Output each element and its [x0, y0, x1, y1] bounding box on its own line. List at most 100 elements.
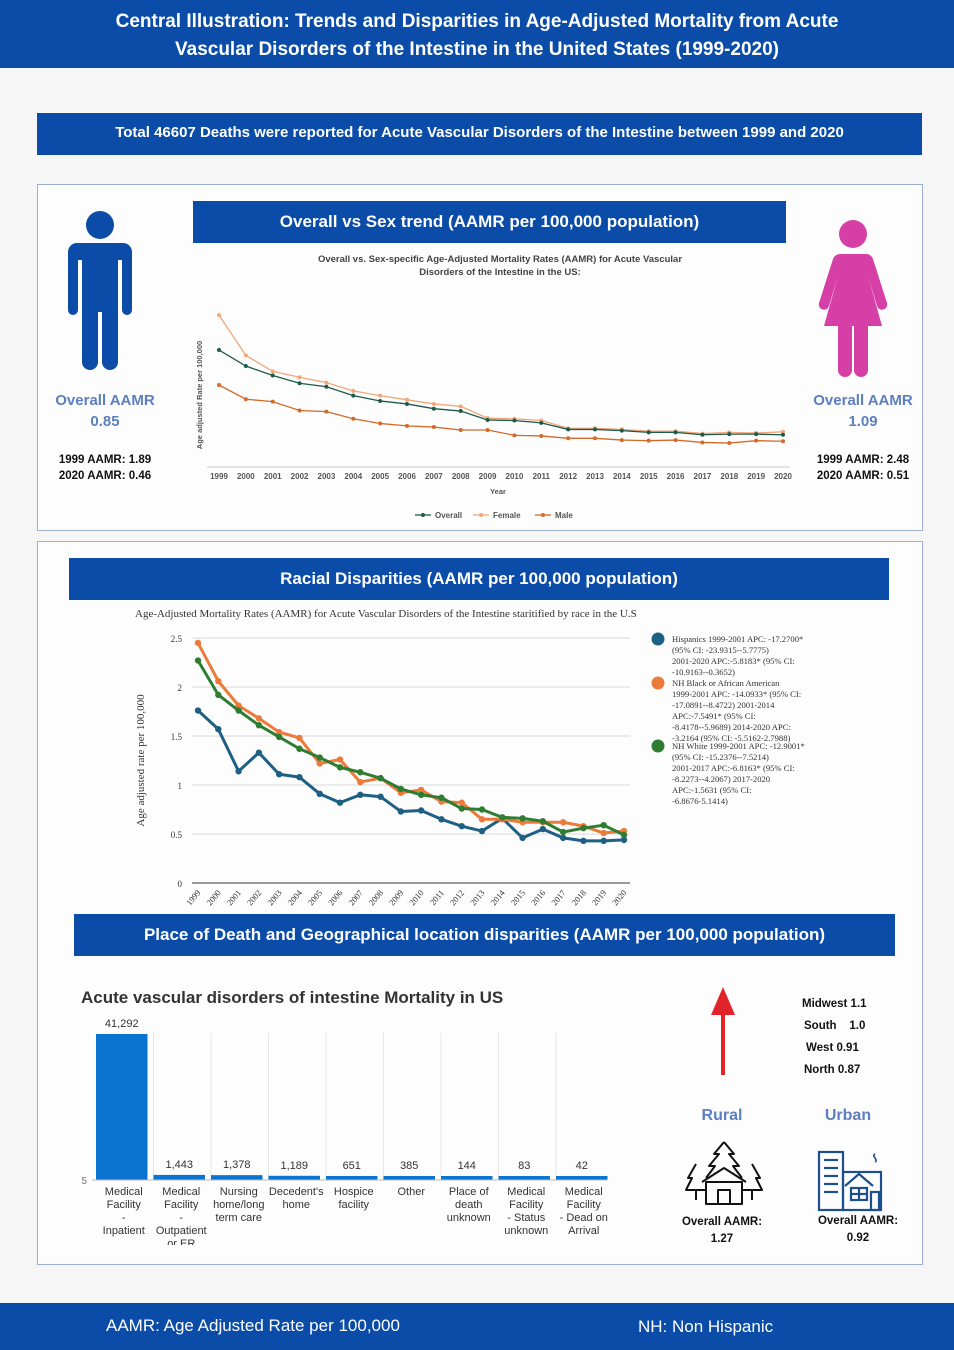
overall-aamr-left-value: 0.85 [90, 413, 120, 430]
x-tick-label: 2013 [586, 472, 604, 481]
data-point-overall [754, 432, 759, 437]
category-label-line: Facility [567, 1199, 602, 1211]
data-point-overall [673, 430, 678, 435]
x-tick-label: 2004 [344, 472, 362, 481]
data-point-overall [378, 398, 383, 403]
data-point-race-1 [357, 778, 364, 786]
data-point-race-0 [275, 771, 283, 778]
bar-value-label: 1,189 [280, 1160, 308, 1172]
category-label-line: unknown [504, 1225, 548, 1237]
data-point-race-0 [235, 768, 242, 775]
x-tick-label: 1999 [210, 472, 228, 481]
y-tick-label: 0.5 [171, 830, 183, 840]
data-point-race-1 [194, 639, 202, 647]
data-point-race-2 [357, 769, 364, 776]
data-point-race-0 [417, 807, 425, 814]
data-point-race-0 [336, 799, 344, 806]
x-tick-label: 2004 [285, 887, 304, 907]
data-point-male [485, 428, 490, 433]
male-icon-body [68, 243, 132, 370]
data-point-race-1 [417, 786, 425, 794]
data-point-race-0 [600, 837, 607, 845]
y-tick-label: 1.5 [171, 732, 183, 742]
category-label-line: Other [397, 1186, 425, 1198]
urban-buildings-icon [817, 1150, 883, 1212]
legend-text-line: -3.2164 (95% CI: -5.5162-2.7988) [672, 733, 791, 743]
legend-swatch-dot [421, 513, 425, 517]
data-point-male [646, 438, 651, 443]
category-label-line: Outpatient [156, 1225, 207, 1237]
y-tick-label: 2 [178, 683, 183, 693]
legend-text-line: 1999-2001 APC: -14.0933* (95% CI: [672, 689, 801, 699]
x-tick-label: 2007 [346, 888, 365, 907]
legend-text-line: Hispanics 1999-2001 APC: -17.2700* [672, 634, 803, 644]
data-point-male [673, 438, 678, 443]
data-point-overall [431, 406, 436, 411]
data-point-female [297, 375, 302, 380]
x-tick-label: 2005 [306, 888, 325, 907]
bar [441, 1176, 493, 1180]
place-geo-banner: Place of Death and Geographical location… [74, 914, 895, 956]
data-point-male [539, 433, 544, 438]
bar [211, 1175, 263, 1180]
category-label-line: term care [216, 1212, 262, 1224]
data-point-race-0 [377, 793, 384, 800]
category-label-line: - [122, 1212, 126, 1224]
category-label-line: - Dead on [560, 1212, 608, 1224]
data-point-race-0 [438, 816, 445, 823]
x-tick-label: 2003 [318, 472, 336, 481]
data-point-race-2 [275, 733, 283, 741]
female-1999-aamr: 1999 AAMR: 2.48 [816, 454, 910, 466]
disparities-panel [37, 541, 923, 1265]
x-tick-label: 2016 [667, 472, 685, 481]
series-line-race-0 [196, 709, 625, 843]
male-2020-aamr: 2020 AAMR: 0.46 [58, 470, 152, 482]
x-tick-label: 2010 [506, 472, 524, 481]
male-icon-head [86, 211, 114, 239]
bar-value-label: 83 [518, 1160, 530, 1172]
x-tick-label: 2007 [425, 472, 443, 481]
x-tick-label: 2012 [448, 888, 467, 907]
rural-house-trees-icon [685, 1141, 763, 1205]
x-tick-label: 2015 [640, 472, 658, 481]
chart-title: Age-Adjusted Mortality Rates (AAMR) for … [135, 608, 637, 620]
page-footer: AAMR: Age Adjusted Rate per 100,000 NH: … [0, 1303, 954, 1350]
female-icon-head [839, 220, 867, 248]
legend-swatch-dot [479, 513, 483, 517]
data-point-female [270, 369, 275, 374]
data-point-male [781, 439, 785, 444]
data-point-race-0 [255, 749, 263, 756]
category-label-line: facility [338, 1199, 369, 1211]
y-axis-label: Age adjusted rate per 100,000 [135, 694, 147, 827]
data-point-race-2 [255, 722, 263, 729]
series-line-male [218, 384, 784, 444]
data-point-race-0 [397, 808, 405, 815]
data-point-race-0 [316, 790, 323, 798]
data-point-female [458, 404, 463, 409]
data-point-race-2 [235, 707, 242, 714]
racial-disparities-banner: Racial Disparities (AAMR per 100,000 pop… [69, 558, 889, 600]
category-label-line: Medical [565, 1186, 603, 1198]
data-point-female [431, 401, 436, 406]
data-point-race-2 [478, 806, 486, 813]
category-label-line: home/long [213, 1199, 264, 1211]
data-point-overall [781, 432, 785, 437]
legend-marker [651, 739, 665, 753]
data-point-male [324, 409, 329, 414]
urban-aamr-label: Overall AAMR: [817, 1215, 899, 1227]
data-point-race-1 [235, 702, 242, 709]
data-point-overall [243, 364, 248, 369]
rural-label: Rural [701, 1107, 743, 1124]
rural-aamr-value: 1.27 [710, 1233, 734, 1245]
bar [96, 1034, 148, 1180]
data-point-overall [458, 409, 463, 414]
data-point-race-0 [519, 834, 526, 842]
data-point-race-2 [499, 814, 506, 821]
data-point-race-2 [336, 764, 344, 771]
x-tick-label: 2019 [747, 472, 765, 481]
data-point-overall [485, 417, 490, 422]
category-label-line: Arrival [568, 1225, 599, 1237]
data-point-overall [297, 381, 302, 386]
rural-aamr-label: Overall AAMR: [681, 1216, 763, 1228]
urban-aamr-value: 0.92 [846, 1232, 870, 1244]
